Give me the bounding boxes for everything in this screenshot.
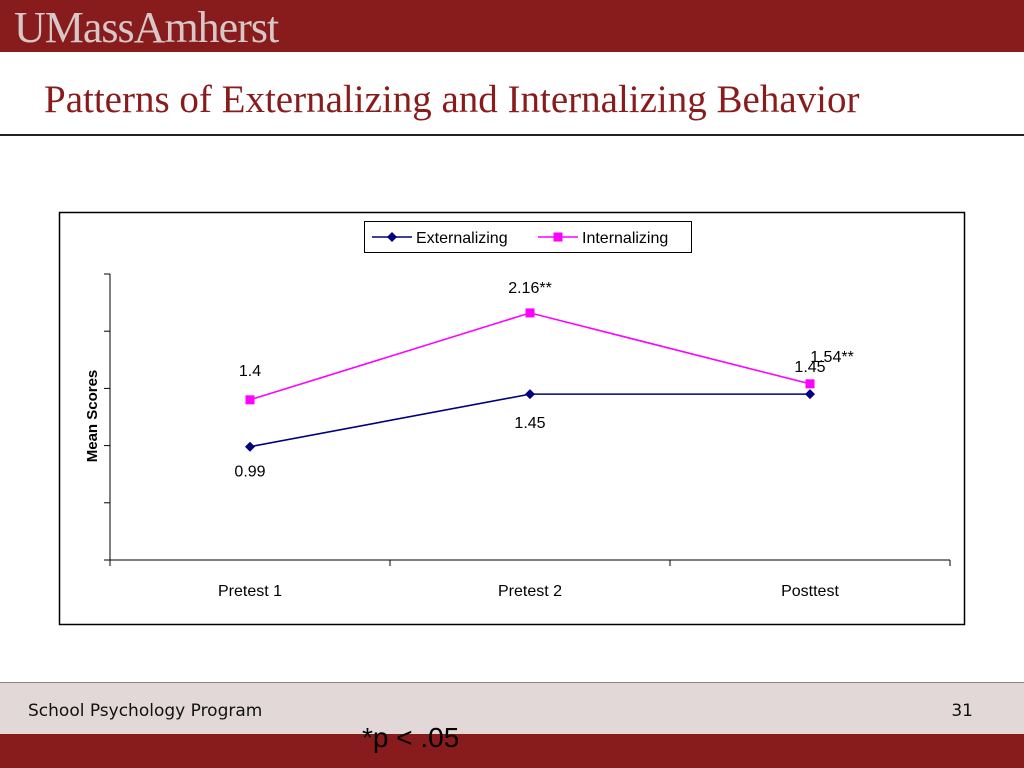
x-tick-label: Pretest 2 [498, 583, 562, 600]
data-point-internalizing [525, 308, 535, 318]
legend-box [364, 221, 692, 253]
chart-data-labels: 0.99 1.45 1.45 1.4 2.16** 1.54** [234, 280, 853, 481]
legend-marker-diamond [387, 232, 397, 242]
x-tick-labels: Pretest 1 Pretest 2 Posttest [218, 583, 839, 600]
y-axis-label: Mean Scores [84, 370, 101, 463]
data-point-externalizing [245, 441, 255, 452]
legend-marker-square [553, 232, 563, 242]
data-label: 1.54** [810, 349, 854, 366]
page-number: 31 [951, 701, 973, 721]
x-tick-label: Pretest 1 [218, 583, 282, 600]
data-point-internalizing [245, 395, 255, 405]
footer-bar: School Psychology Program 31 [0, 682, 1024, 735]
chart-axes [104, 273, 951, 566]
data-label: 1.4 [239, 363, 261, 380]
top-banner: UMassAmherst [0, 0, 1024, 52]
data-label: 0.99 [234, 464, 265, 481]
chart-series [245, 308, 815, 452]
legend-label: Externalizing [416, 230, 508, 247]
data-label: 1.45 [514, 415, 545, 432]
x-tick-label: Posttest [781, 583, 839, 600]
significance-footnote: *p < .05 [362, 722, 460, 753]
umass-amherst-logo: UMassAmherst [14, 3, 279, 52]
data-point-internalizing [805, 379, 815, 389]
data-point-externalizing [805, 389, 815, 400]
legend-label: Internalizing [582, 230, 668, 247]
chart-legend: Externalizing Internalizing [364, 221, 692, 253]
bottom-banner [0, 734, 1024, 768]
chart-frame [58, 211, 966, 626]
data-label: 1.45 [794, 359, 825, 376]
slide-title: Patterns of Externalizing and Internaliz… [44, 78, 860, 121]
data-label: 2.16** [508, 280, 552, 297]
program-name: School Psychology Program [28, 701, 263, 721]
data-point-externalizing [525, 389, 535, 400]
title-divider [0, 134, 1024, 136]
